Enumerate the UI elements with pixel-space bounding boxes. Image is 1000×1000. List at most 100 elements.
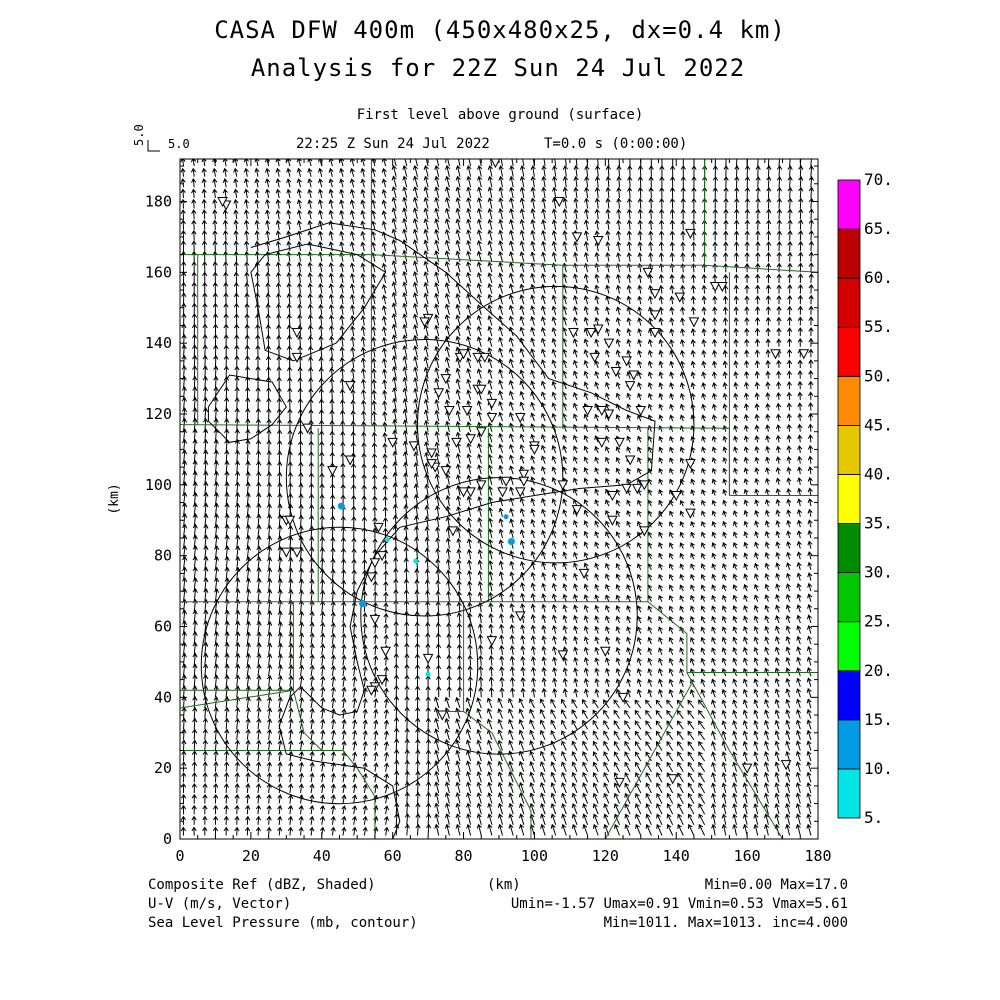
x-tick-label: 40	[313, 847, 331, 865]
legend-uv: U-V (m/s, Vector)	[148, 896, 292, 912]
plot-area	[180, 159, 818, 839]
legend-slp: Sea Level Pressure (mb, contour)	[148, 915, 418, 931]
colorbar-swatch	[837, 474, 861, 524]
wind-vector-field	[180, 159, 815, 836]
station-marker	[582, 405, 593, 417]
legend-slp-range: Min=1011. Max=1013. inc=4.000	[603, 915, 848, 931]
station-marker	[571, 232, 583, 243]
x-tick-label: 140	[663, 847, 690, 865]
station-marker	[419, 317, 430, 328]
station-marker	[685, 508, 696, 519]
radar-rings	[200, 285, 695, 805]
colorbar-label: 45.	[864, 415, 893, 434]
station-marker	[426, 459, 437, 470]
station-marker	[366, 685, 377, 696]
colorbar-swatch	[837, 719, 861, 770]
station-marker	[518, 476, 530, 487]
station-marker	[685, 459, 696, 470]
station-marker	[376, 675, 388, 686]
colorbar-label: 50.	[864, 366, 893, 385]
colorbar-label: 10.	[864, 759, 893, 778]
station-marker	[617, 692, 629, 703]
y-tick-label: 120	[145, 405, 172, 423]
x-tick-label: 0	[175, 847, 184, 865]
station-marker	[649, 310, 661, 321]
station-marker	[621, 356, 632, 367]
station-marker	[685, 228, 696, 239]
station-marker	[366, 572, 377, 583]
station-marker	[514, 611, 526, 622]
y-tick-label: 0	[163, 830, 172, 848]
analysis-title: Analysis for 22Z Sun 24 Jul 2022	[250, 54, 746, 82]
colorbar-label: 5.	[864, 808, 883, 827]
station-marker	[649, 328, 661, 339]
station-marker	[479, 352, 491, 363]
y-tick-label: 40	[154, 688, 172, 706]
legend-ref: Composite Ref (dBZ, Shaded)	[148, 877, 376, 893]
colorbar-swatch	[837, 277, 861, 328]
station-marker	[529, 444, 540, 455]
station-marker	[568, 328, 579, 339]
legend-uv-range: Umin=-1.57 Umax=0.91 Vmin=0.53 Vmax=5.61	[510, 896, 848, 912]
station-marker	[344, 455, 356, 466]
radar-range-ring	[416, 285, 695, 564]
colorbar-label: 35.	[864, 514, 893, 533]
station-marker	[451, 437, 462, 448]
radar-range-ring	[200, 526, 479, 805]
colorbar-swatch	[837, 179, 861, 230]
station-marker	[373, 522, 384, 533]
station-marker	[472, 352, 484, 363]
colorbar-swatch	[837, 326, 861, 377]
county-line	[180, 689, 294, 709]
station-marker	[291, 352, 303, 363]
station-marker	[557, 650, 569, 661]
x-tick-label: 20	[242, 847, 260, 865]
station-marker	[461, 405, 473, 417]
station-marker	[596, 405, 608, 417]
station-marker	[688, 317, 700, 328]
pressure-contours	[207, 222, 656, 839]
station-marker	[709, 282, 721, 293]
station-marker	[607, 490, 618, 502]
station-marker	[327, 466, 338, 477]
station-marker	[592, 235, 604, 247]
colorbar-swatch	[837, 572, 861, 623]
station-marker	[674, 292, 686, 303]
county-line	[463, 711, 532, 839]
station-marker	[408, 441, 420, 452]
colorbar-swatch	[837, 424, 861, 475]
y-tick-label: 180	[145, 193, 172, 211]
radar-range-ring	[360, 477, 638, 755]
county-line	[180, 424, 730, 429]
station-marker	[624, 455, 636, 466]
station-marker	[716, 282, 728, 293]
y-tick-label: 20	[154, 759, 172, 777]
station-marker	[610, 367, 622, 378]
colorbar-label: 20.	[864, 661, 893, 680]
station-marker	[642, 267, 654, 278]
colorbar-label: 55.	[864, 317, 893, 336]
station-marker	[667, 774, 679, 785]
reflectivity-echo	[413, 558, 419, 564]
station-marker	[422, 653, 434, 664]
station-marker	[486, 398, 498, 409]
reflectivity-echo	[337, 502, 345, 510]
station-marker	[571, 505, 583, 516]
y-tick-label: 160	[145, 263, 172, 281]
station-marker	[380, 646, 391, 657]
pressure-contour	[207, 374, 287, 443]
station-marker	[514, 487, 526, 498]
x-tick-label: 180	[804, 847, 831, 865]
station-marker	[369, 558, 381, 569]
station-marker	[624, 381, 636, 392]
reflectivity-echo	[503, 514, 509, 520]
station-marker	[458, 487, 469, 498]
valid-time: 22:25 Z Sun 24 Jul 2022	[296, 136, 490, 152]
station-marker	[475, 384, 487, 395]
station-marker	[302, 423, 313, 434]
county-line	[292, 690, 376, 839]
station-marker	[553, 197, 565, 208]
station-marker	[628, 370, 640, 381]
county-line	[647, 601, 688, 673]
station-marker	[607, 515, 618, 526]
